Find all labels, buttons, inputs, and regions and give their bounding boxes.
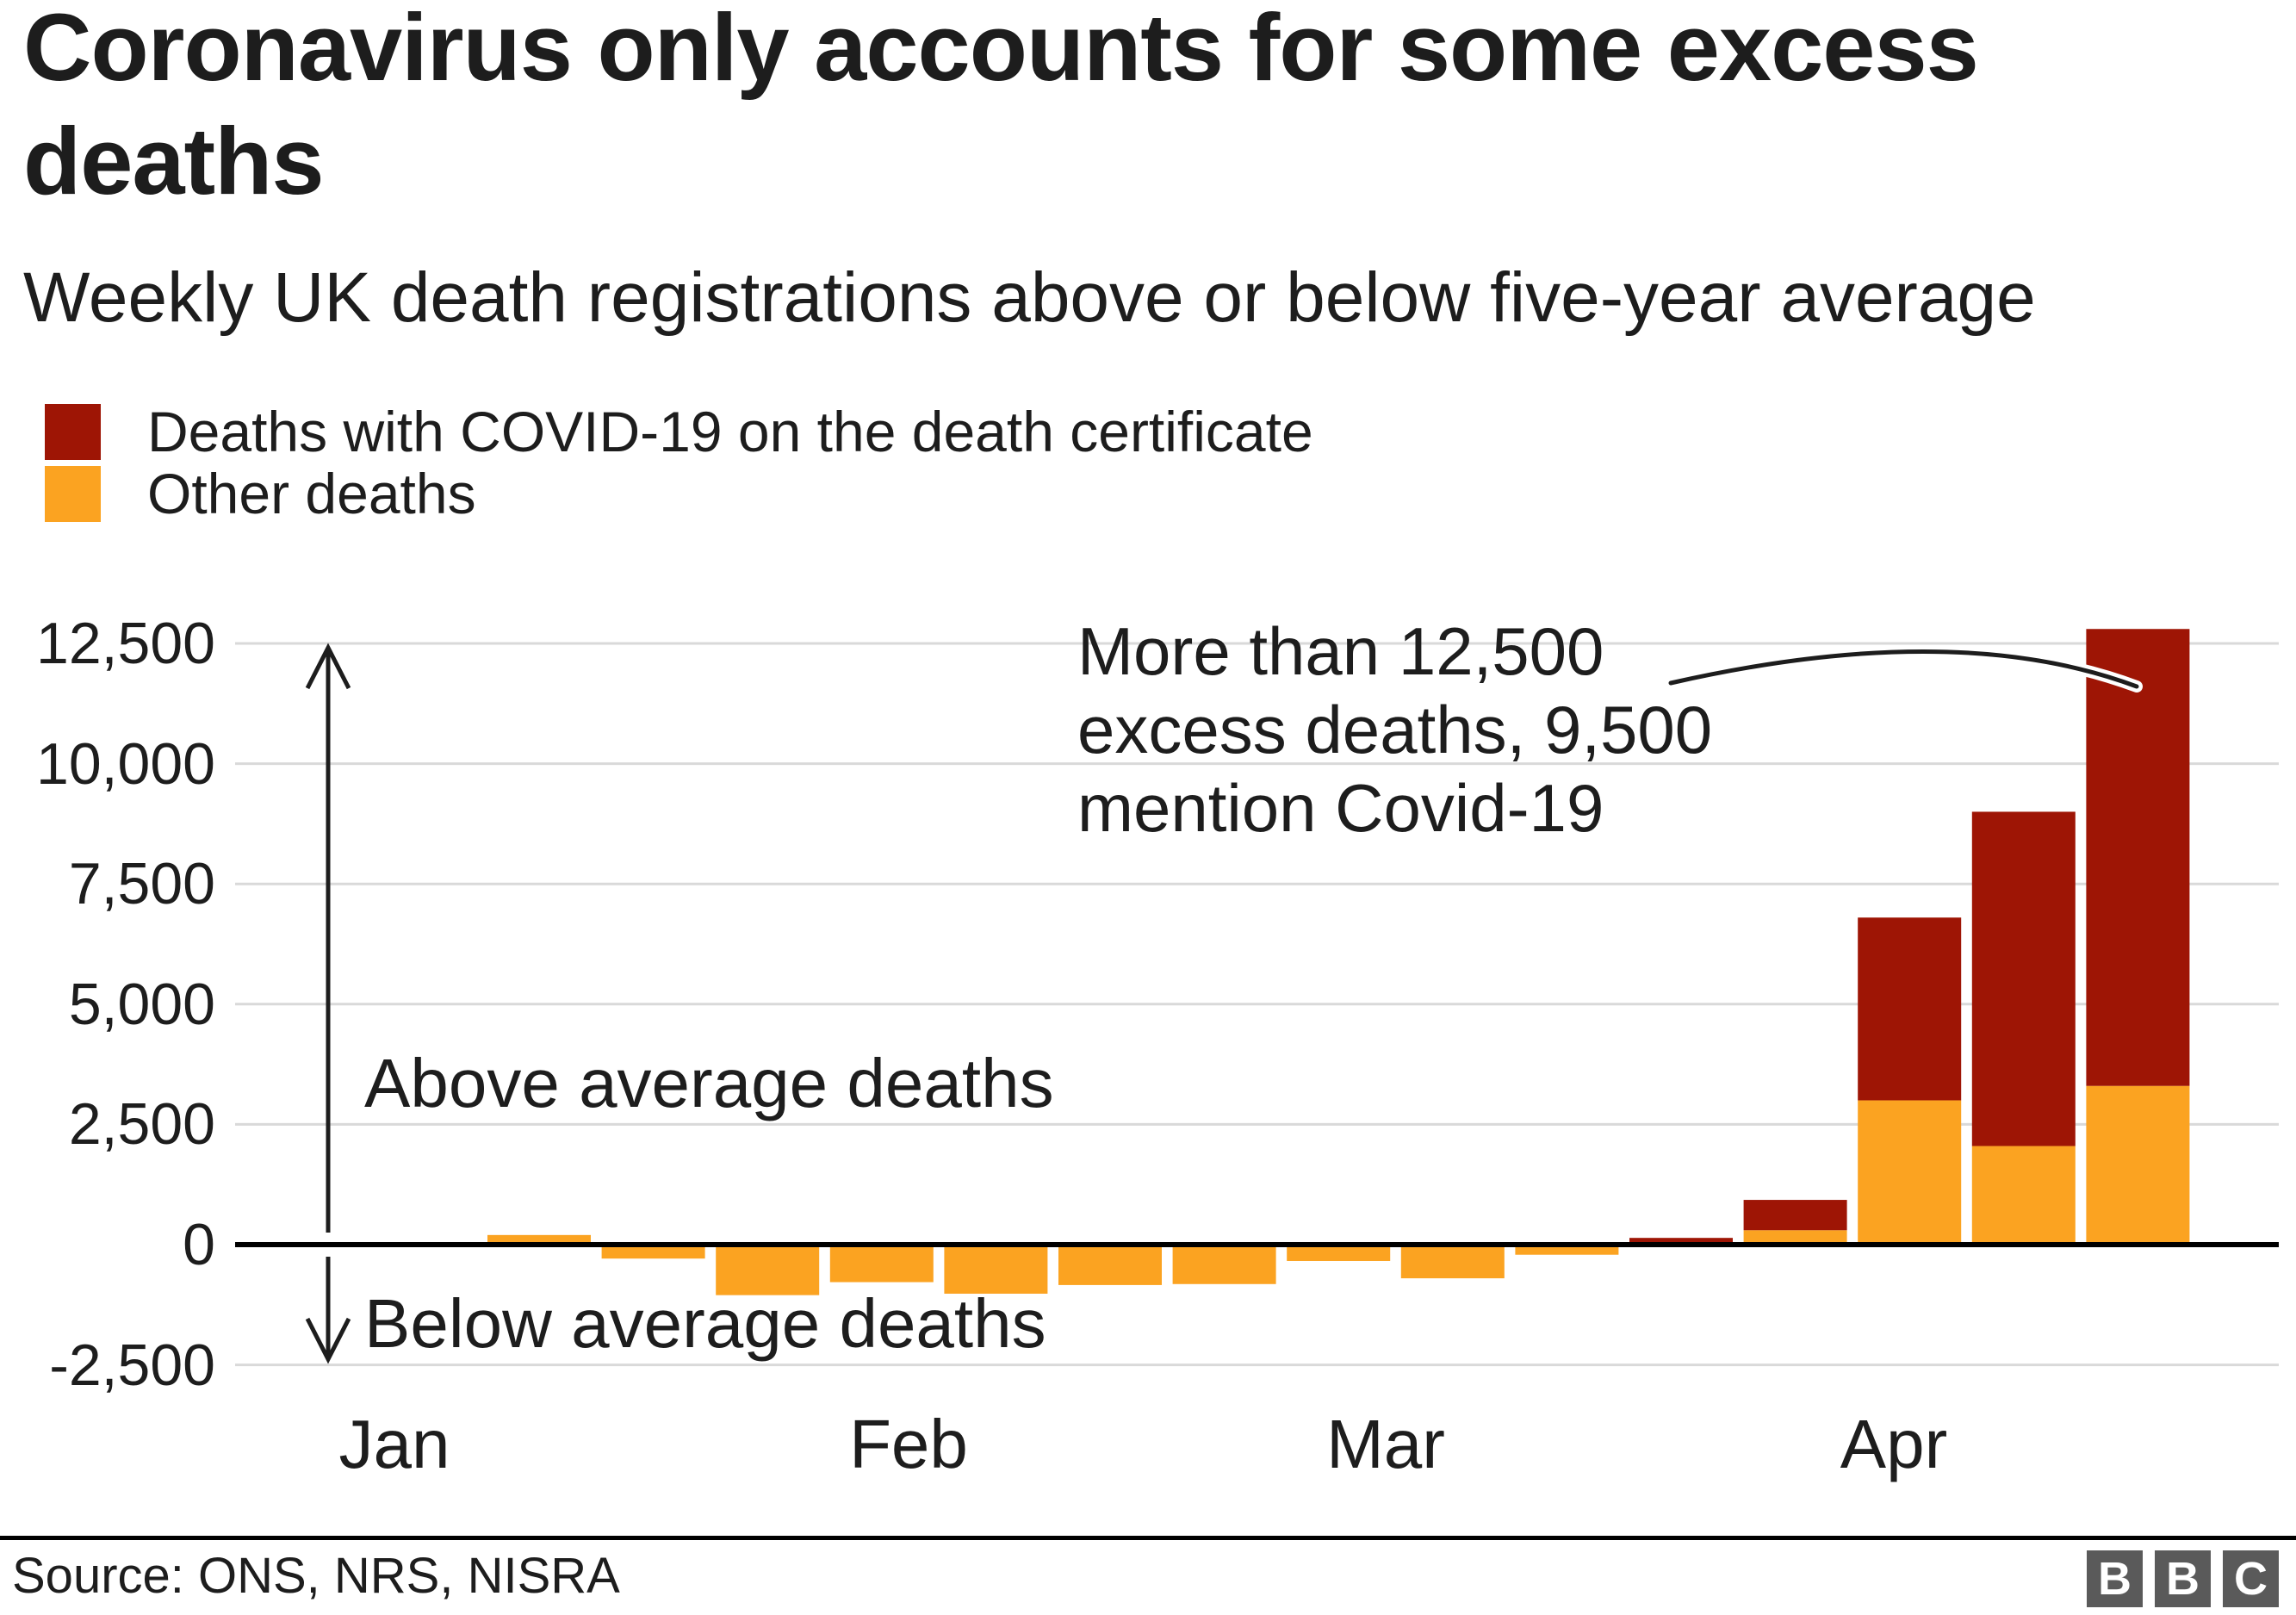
below-average-label: Below average deaths [364,1285,1046,1362]
bar-other-segment [601,1245,705,1259]
up-arrowhead-icon [305,643,351,690]
y-tick-label: 10,000 [36,730,215,797]
bar-covid-segment [1971,811,2076,1146]
y-tick-label: 7,500 [68,851,215,917]
legend-label-covid: Deaths with COVID-19 on the death certif… [147,400,1313,463]
bar-other-segment [487,1234,591,1245]
callout-annotation: More than 12,500 excess deaths, 9,500 me… [1077,612,1818,848]
callout-line: excess deaths, 9,500 [1077,692,1713,767]
bar-covid-segment [1743,1200,1847,1231]
y-tick-label: 2,500 [68,1091,215,1158]
legend-swatch-other-icon [45,465,101,522]
bar-other-segment [2086,1085,2190,1245]
x-tick-label-apr: Apr [1840,1406,1948,1482]
y-tick-label: 0 [183,1212,215,1277]
bar-other-segment [829,1245,934,1283]
legend-swatch-covid-icon [45,403,101,460]
chart-title: Coronavirus only accounts for some exces… [23,0,1979,214]
bar-covid-segment [1858,917,1962,1101]
bbc-logo-block: B [2155,1550,2211,1607]
bbc-logo-block: C [2223,1550,2279,1607]
bar-other-segment [1172,1245,1276,1284]
bar-other-segment [944,1245,1048,1294]
bar-other-segment [716,1245,820,1295]
bar-other-segment [1858,1100,1962,1245]
bar-other-segment [1400,1245,1505,1279]
source-credit: Source: ONS, NRS, NISRA [12,1548,620,1604]
callout-line: More than 12,500 [1077,613,1604,689]
callout-curve [1668,649,2139,689]
legend-label-other: Other deaths [147,462,476,525]
y-tick-label: -2,500 [49,1332,215,1398]
bar-covid-segment [2086,629,2190,1086]
bbc-logo: B B C [2087,1550,2279,1607]
legend-item-other: Other deaths [45,462,476,525]
x-tick-label-jan: Jan [338,1406,450,1482]
bar-covid-segment [1629,1238,1733,1245]
bar-other-segment [1743,1230,1847,1245]
x-tick-label-mar: Mar [1326,1406,1445,1482]
bar-other-segment [1515,1245,1619,1255]
callout-line: mention Covid-19 [1077,770,1604,846]
bar-other-segment [1971,1146,2076,1245]
footer-divider [0,1536,2296,1540]
bar-other-segment [1287,1245,1391,1261]
y-tick-label: 12,500 [36,611,215,676]
legend-item-covid: Deaths with COVID-19 on the death certif… [45,400,1313,463]
above-average-label: Above average deaths [364,1045,1054,1121]
y-tick-label: 5,000 [68,971,215,1037]
down-arrowhead-icon [305,1317,351,1364]
chart-subtitle: Weekly UK death registrations above or b… [23,258,2036,337]
bbc-logo-block: B [2087,1550,2143,1607]
bar-other-segment [1058,1245,1162,1285]
x-tick-label-feb: Feb [849,1406,968,1482]
